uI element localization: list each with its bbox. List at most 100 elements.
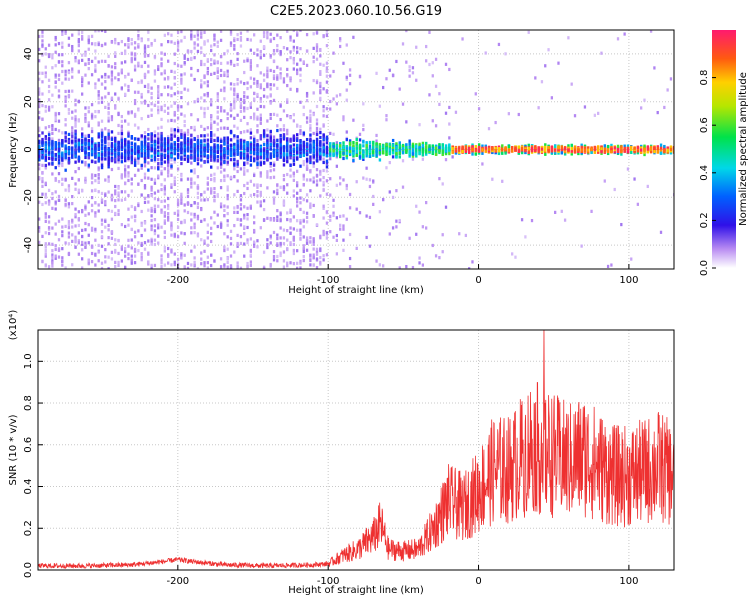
- spectrogram-cell: [163, 186, 166, 190]
- spectrogram-cell: [352, 154, 355, 158]
- spectrogram-cell: [282, 124, 286, 128]
- spectrogram-cell: [193, 125, 196, 129]
- spectrogram-cell: [110, 209, 114, 213]
- spectrogram-cell: [229, 114, 233, 118]
- spectrogram-cell: [137, 126, 140, 130]
- spectrogram-cell: [170, 129, 173, 133]
- spectrogram-cell: [110, 250, 114, 254]
- spectrogram-cell: [107, 175, 110, 179]
- spectrogram-cell: [110, 118, 114, 122]
- spectrogram-cell: [368, 144, 372, 148]
- spectrogram-cell: [461, 37, 464, 41]
- spectrogram-cell: [388, 142, 392, 146]
- spectrogram-cell: [269, 147, 272, 151]
- spectrogram-cell: [176, 129, 180, 133]
- spectrogram-cell: [322, 124, 325, 128]
- spectrogram-cell: [286, 149, 289, 153]
- spectrogram-cell: [352, 144, 355, 148]
- spectrogram-cell: [127, 146, 130, 150]
- spectrogram-cell: [319, 157, 322, 161]
- spectrogram-cell: [302, 225, 305, 229]
- spectrogram-cell: [38, 229, 41, 233]
- spectrogram-cell: [345, 186, 348, 191]
- spectrogram-cell: [47, 151, 51, 155]
- spectrogram-cell: [47, 108, 51, 112]
- spectrogram-cell: [309, 137, 312, 141]
- spectrogram-cell: [428, 144, 431, 148]
- spectrogram-cell: [309, 133, 312, 137]
- spectrogram-cell: [226, 193, 229, 198]
- spectrogram-cell: [229, 236, 233, 241]
- spectrogram-cell: [322, 229, 325, 233]
- spectrogram-cell: [339, 146, 342, 150]
- spectrogram-cell: [67, 132, 71, 137]
- spectrogram-cell: [236, 94, 239, 99]
- spectrogram-cell: [150, 239, 153, 243]
- spectrogram-cell: [229, 150, 233, 154]
- spectrogram-cell: [292, 215, 296, 219]
- spectrogram-cell: [163, 245, 166, 250]
- spectrogram-cell: [203, 198, 206, 202]
- spectrogram-cell: [193, 34, 196, 38]
- spectrogram-cell: [143, 150, 147, 154]
- spectrogram-cell: [358, 211, 362, 215]
- spectrogram-cell: [90, 149, 94, 153]
- spectrogram-cell: [299, 67, 302, 71]
- spectrogram-cell: [150, 185, 153, 189]
- spectrogram-cell: [309, 178, 312, 182]
- spectrogram-cell: [183, 87, 186, 91]
- spectrogram-cell: [176, 148, 180, 152]
- spectrogram-cell: [196, 267, 200, 269]
- spectrogram-cell: [114, 242, 117, 247]
- spectrogram-cell: [276, 49, 279, 53]
- spectrogram-cell: [97, 166, 100, 170]
- spectrogram-cell: [114, 66, 117, 70]
- spectrogram-cell: [365, 144, 368, 148]
- spectrogram-cell: [170, 133, 173, 137]
- spectrogram-cell: [276, 138, 279, 143]
- spectrogram-cell: [150, 240, 153, 244]
- spectrogram-cell: [110, 130, 114, 134]
- spectrogram-cell: [160, 134, 163, 138]
- spectrogram-cell: [183, 136, 186, 141]
- spectrogram-cell: [200, 143, 203, 147]
- spectrogram-cell: [114, 264, 117, 269]
- spectrogram-cell: [243, 91, 246, 95]
- spectrogram-cell: [90, 144, 94, 148]
- spectrogram-cell: [77, 231, 80, 235]
- spectrogram-cell: [279, 147, 282, 152]
- spectrogram-cell: [282, 178, 286, 182]
- spectrogram-cell: [100, 152, 104, 156]
- spectrogram-cell: [173, 190, 176, 194]
- spectrogram-cell: [286, 247, 289, 252]
- spectrogram-cell: [236, 52, 239, 56]
- spectrogram-cell: [206, 236, 209, 240]
- spectrogram-cell: [94, 227, 97, 231]
- spectrogram-cell: [84, 228, 87, 232]
- spectrogram-cell: [315, 122, 319, 126]
- spectrogram-cell: [127, 144, 130, 148]
- spectrogram-cell: [137, 161, 140, 165]
- spectrogram-cell: [292, 194, 296, 198]
- spectrogram-cell: [210, 150, 213, 154]
- spectrogram-cell: [196, 118, 200, 122]
- spectrogram-cell: [38, 226, 41, 230]
- spectrogram-cell: [282, 135, 286, 140]
- spectrogram-cell: [233, 116, 236, 120]
- spectrogram-cell: [223, 71, 226, 75]
- spectrogram-cell: [104, 75, 107, 79]
- spectrogram-cell: [276, 124, 279, 128]
- spectrogram-cell: [100, 133, 104, 137]
- spectrogram-cell: [183, 241, 186, 245]
- spectrogram-cell: [90, 195, 94, 200]
- spectrogram-cell: [216, 95, 219, 99]
- spectrogram-cell: [325, 159, 329, 163]
- spectrogram-cell: [104, 201, 107, 205]
- spectrogram-cell: [110, 115, 114, 119]
- spectrogram-cell: [223, 89, 226, 93]
- spectrogram-cell: [262, 78, 266, 82]
- spectrogram-cell: [243, 98, 246, 102]
- spectrogram-cell: [54, 256, 57, 260]
- spectrogram-cell: [153, 197, 157, 201]
- spectrogram-cell: [305, 63, 309, 67]
